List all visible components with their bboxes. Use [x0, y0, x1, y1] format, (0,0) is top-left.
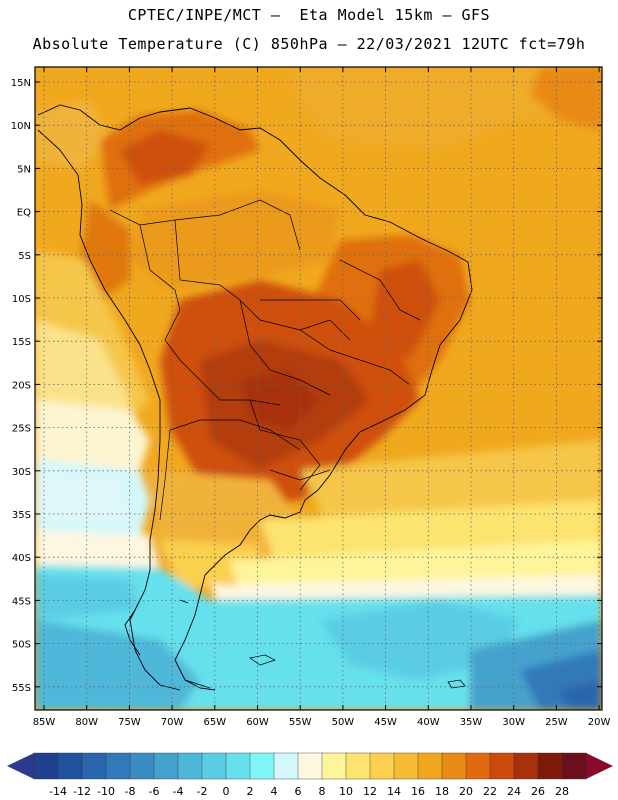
chart-title: CPTEC/INPE/MCT – Eta Model 15km – GFS: [127, 6, 491, 24]
islands: [179, 599, 466, 689]
colorbar-cell: [81, 752, 107, 780]
lat-label: EQ: [17, 208, 31, 219]
colorbar-cell: [105, 752, 131, 780]
colorbar-cell: [249, 752, 275, 780]
colorbar-cell: [537, 752, 563, 780]
lon-label: 85W: [33, 717, 56, 728]
temperature-field: [35, 67, 602, 710]
lon-label: 50W: [332, 717, 355, 728]
lon-label: 25W: [545, 717, 568, 728]
colorbar-cell: [57, 752, 83, 780]
colorbar-label: -2: [197, 785, 208, 798]
lon-label: 55W: [289, 717, 312, 728]
lon-label: 80W: [75, 717, 98, 728]
country-borders: [109, 199, 421, 521]
colorbar-cell: [273, 752, 299, 780]
colorbar-cell: [369, 752, 395, 780]
lat-label: 15S: [12, 337, 31, 348]
lon-label: 20W: [588, 717, 611, 728]
lon-label: 65W: [203, 717, 226, 728]
lat-label: 40S: [12, 553, 31, 564]
colorbar-cell: [153, 752, 179, 780]
colorbar-label: 12: [363, 785, 377, 798]
colorbar-label: 14: [387, 785, 401, 798]
chart-subtitle: Absolute Temperature (C) 850hPa – 22/03/…: [32, 35, 586, 53]
colorbar-label: 18: [435, 785, 449, 798]
longitude-labels: 85W 80W 75W 70W 65W 60W 55W 50W 45W 40W 35W 30W 25W 2…: [33, 717, 611, 728]
colorbar-label: 8: [319, 785, 326, 798]
lat-label: 20S: [12, 380, 31, 391]
colorbar-cell: [129, 752, 155, 780]
lat-label: 10S: [12, 294, 31, 305]
colorbar-label: 26: [531, 785, 545, 798]
colorbar-label: 24: [507, 785, 521, 798]
colorbar-label: -6: [149, 785, 160, 798]
colorbar-label: -14: [49, 785, 67, 798]
colorbar-cell: [345, 752, 371, 780]
colorbar-cell: [465, 752, 491, 780]
colorbar-label: 2: [247, 785, 254, 798]
lon-label: 30W: [502, 717, 525, 728]
lon-label: 70W: [161, 717, 184, 728]
map-frame: [34, 66, 603, 711]
lon-label: 40W: [417, 717, 440, 728]
lon-label: 60W: [246, 717, 269, 728]
colorbar-label: 10: [339, 785, 353, 798]
colorbar-cell: [225, 752, 251, 780]
colorbar-label: 22: [483, 785, 497, 798]
colorbar-cell: [561, 752, 587, 780]
colorbar-label: 6: [295, 785, 302, 798]
lat-label: 5S: [18, 251, 31, 262]
colorbar-cell: [513, 752, 539, 780]
lat-label: 15N: [11, 78, 31, 89]
colorbar-label: -10: [97, 785, 115, 798]
lat-label: 5N: [17, 164, 31, 175]
colorbar-cell: [297, 752, 323, 780]
lat-label: 25S: [12, 424, 31, 435]
axis-ticks: [35, 67, 602, 710]
lon-label: 75W: [118, 717, 141, 728]
colorbar: -14 -12 -10 -8 -6 -4 -2 0 2 4 6 8 10 12 14 16 18 20 22 24 26…: [7, 752, 613, 798]
colorbar-cell: [201, 752, 227, 780]
coastline: [37, 104, 473, 691]
colorbar-cell: [33, 752, 59, 780]
lat-label: 10N: [11, 121, 31, 132]
lon-label: 35W: [460, 717, 483, 728]
latitude-labels: 15N 10N 5N EQ 5S 10S 15S 20S 25S 30S 35S 40S 45S 50S 5…: [11, 78, 31, 694]
colorbar-label: 20: [459, 785, 473, 798]
colorbar-label: 16: [411, 785, 425, 798]
colorbar-label: 4: [271, 785, 278, 798]
lat-label: 50S: [12, 640, 31, 651]
grid-lines: [35, 67, 602, 710]
colorbar-cell: [177, 752, 203, 780]
lon-label: 45W: [374, 717, 397, 728]
colorbar-label: 0: [223, 785, 230, 798]
colorbar-cell: [441, 752, 467, 780]
colorbar-cell: [417, 752, 443, 780]
colorbar-cell: [489, 752, 515, 780]
colorbar-label: -4: [173, 785, 184, 798]
colorbar-label: 28: [555, 785, 569, 798]
colorbar-label: -12: [73, 785, 91, 798]
lat-label: 45S: [12, 596, 31, 607]
lat-label: 55S: [12, 683, 31, 694]
lat-label: 30S: [12, 467, 31, 478]
colorbar-low-arrow: [7, 753, 34, 779]
colorbar-high-arrow: [586, 753, 613, 779]
colorbar-cell: [393, 752, 419, 780]
colorbar-label: -8: [125, 785, 136, 798]
lat-label: 35S: [12, 510, 31, 521]
colorbar-cell: [321, 752, 347, 780]
